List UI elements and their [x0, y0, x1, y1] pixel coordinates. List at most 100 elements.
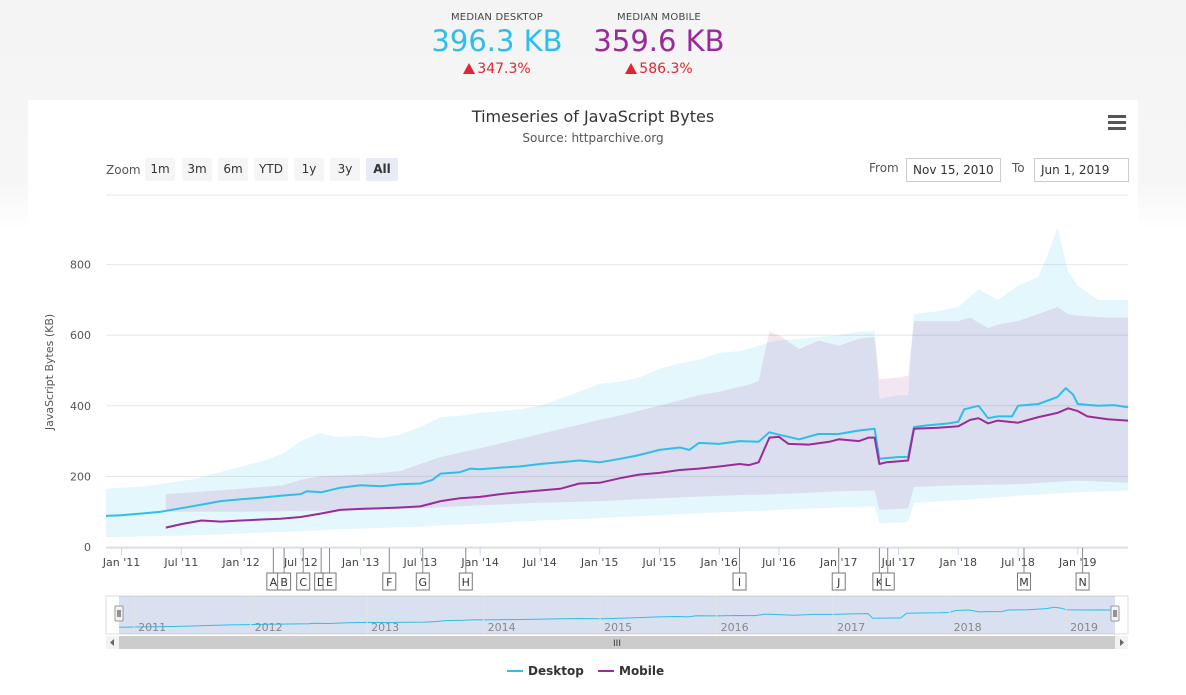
navigator-year-label: 2014 [488, 621, 516, 634]
flag-f[interactable]: F [382, 572, 397, 591]
flag-label: G [418, 576, 427, 589]
navigator-year-label: 2012 [255, 621, 283, 634]
flag-label: D [317, 576, 325, 589]
flag-label: F [386, 576, 392, 589]
scrollbar-grip: III [613, 639, 621, 649]
median-mobile-label: MEDIAN MOBILE [617, 12, 701, 23]
zoom-3m-button[interactable]: 3m [182, 158, 212, 181]
flag-label: B [280, 576, 288, 589]
up-arrow-icon [463, 63, 476, 74]
navigator-selection [119, 596, 1115, 634]
to-label: To [1012, 161, 1025, 175]
median-desktop-change-value: 347.3% [477, 61, 531, 77]
y-axis: 0 200 400 600 800 [70, 259, 91, 554]
desktop-percentile-band [106, 227, 1128, 538]
median-desktop-stat: MEDIAN DESKTOP 396.3 KB 347.3% [427, 12, 567, 77]
x-tick-label: Jan '12 [221, 556, 259, 569]
from-label: From [869, 161, 899, 175]
zoom-6m-button[interactable]: 6m [218, 158, 248, 181]
median-mobile-change-value: 586.3% [639, 61, 693, 77]
flag-n[interactable]: N [1075, 572, 1090, 591]
zoom-all-button[interactable]: All [366, 158, 398, 181]
series-lines [105, 387, 1129, 529]
navigator-right-handle[interactable] [1110, 605, 1120, 622]
mobile-percentile-band [165, 307, 1129, 512]
legend-mobile[interactable]: Mobile [598, 664, 664, 678]
chart-menu-icon[interactable] [1108, 115, 1126, 133]
zoom-1m-button[interactable]: 1m [145, 158, 175, 181]
x-tick-label: Jan '14 [460, 556, 498, 569]
flag-i[interactable]: I [732, 572, 747, 591]
flag-g[interactable]: G [415, 572, 430, 591]
median-desktop-change: 347.3% [427, 61, 567, 77]
flag-box [382, 572, 397, 591]
percentile-bands [106, 227, 1129, 538]
navigator-left-handle[interactable] [114, 605, 124, 622]
zoom-3y-button[interactable]: 3y [330, 158, 360, 181]
y-tick-label: 600 [70, 329, 91, 342]
navigator-year-label: 2015 [604, 621, 632, 634]
flag-box [322, 572, 337, 591]
zoom-ytd-button[interactable]: YTD [254, 158, 288, 181]
flag-box [880, 572, 895, 591]
flag-l[interactable]: L [880, 572, 895, 591]
flag-label: A [270, 576, 278, 589]
y-tick-label: 200 [70, 470, 91, 483]
mobile-series-line [165, 407, 1129, 529]
flag-box [1017, 572, 1032, 591]
flag-b[interactable]: B [277, 572, 292, 591]
x-tick-label: Jul '18 [1000, 556, 1035, 569]
x-tick-label: Jul '11 [163, 556, 198, 569]
x-tick-label: Jan '11 [102, 556, 140, 569]
chart-subtitle: Source: httparchive.org [522, 131, 664, 145]
to-date-input[interactable]: Jun 1, 2019 [1034, 158, 1129, 182]
y-tick-label: 800 [70, 259, 91, 272]
flag-box [831, 572, 846, 591]
flag-box [277, 572, 292, 591]
navigator-year-label: 2013 [371, 621, 399, 634]
x-axis: Jan '11 Jul '11 Jan '12 Jul '12 Jan '13 Jul '… [102, 547, 1128, 569]
median-desktop-value: 396.3 KB [431, 24, 563, 58]
flag-label: M [1019, 576, 1029, 589]
flag-c[interactable]: C [296, 572, 311, 591]
flag-label: K [876, 576, 884, 589]
flag-label: I [738, 576, 741, 589]
median-mobile-stat: MEDIAN MOBILE 359.6 KB 586.3% [588, 12, 730, 77]
x-tick-label: Jul '12 [283, 556, 318, 569]
flag-box [458, 572, 473, 591]
x-tick-label: Jul '16 [761, 556, 796, 569]
zoom-1y-button[interactable]: 1y [294, 158, 324, 181]
flag-m[interactable]: M [1017, 572, 1032, 591]
flag-h[interactable]: H [458, 572, 473, 591]
flag-e[interactable]: E [322, 572, 337, 591]
x-tick-label: Jan '16 [699, 556, 737, 569]
flag-box [1075, 572, 1090, 591]
flag-label: H [462, 576, 470, 589]
flag-j[interactable]: J [831, 572, 846, 591]
legend-desktop[interactable]: Desktop [507, 664, 584, 678]
x-tick-label: Jan '18 [939, 556, 977, 569]
x-tick-label: Jul '14 [522, 556, 557, 569]
flag-box [296, 572, 311, 591]
navigator-year-label: 2017 [837, 621, 865, 634]
chart-title: Timeseries of JavaScript Bytes [471, 107, 715, 126]
zoom-label: Zoom [106, 163, 141, 177]
flag-label: E [326, 576, 333, 589]
x-tick-label: Jan '15 [580, 556, 618, 569]
navigator[interactable]: 2011 2012 2013 2014 2015 2016 2017 2018 2019 III [105, 595, 1129, 649]
legend-desktop-swatch [507, 670, 523, 672]
flag-box [415, 572, 430, 591]
scrollbar-thumb[interactable] [119, 636, 1115, 649]
scroll-left-arrow-icon[interactable] [110, 639, 114, 646]
up-arrow-icon [625, 63, 638, 74]
x-tick-label: Jul '13 [402, 556, 437, 569]
flag-label: J [836, 576, 840, 589]
y-axis-title: JavaScript Bytes (KB) [43, 314, 56, 431]
median-mobile-change: 586.3% [588, 61, 730, 77]
from-date-input[interactable]: Nov 15, 2010 [906, 158, 1001, 182]
flag-label: C [299, 576, 307, 589]
scroll-right-arrow-icon[interactable] [1120, 639, 1124, 646]
median-desktop-label: MEDIAN DESKTOP [450, 12, 544, 23]
